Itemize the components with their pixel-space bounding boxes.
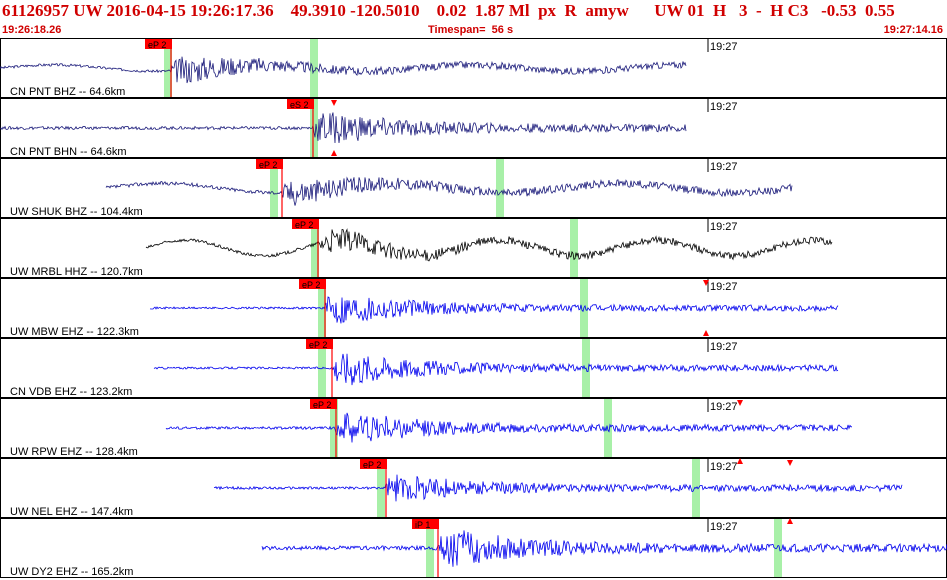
pick-label: eP 2 [313,400,331,410]
pick-flag [145,39,172,49]
minute-label: 19:27 [710,221,738,233]
phase-marker [774,519,782,577]
seismogram-panels[interactable]: 19:27 eP 2 CN PNT BHZ -- 64.6km 19:27 eS 2 CN… [0,38,947,580]
phase-marker [570,219,578,277]
pick-flag [310,399,337,409]
start-time: 19:26:18.26 [2,24,62,36]
channel-panel[interactable]: 19:27 eP 2 CN PNT BHZ -- 64.6km [0,38,947,99]
pick-label: eP 2 [148,40,166,50]
arrival-triangle-down [331,100,337,106]
channel-label: CN PNT BHN -- 64.6km [10,146,127,158]
waveform-trace [145,228,833,262]
waveform-trace [105,176,793,206]
channel-panel[interactable]: 19:27 eP 2 UW RPW EHZ -- 128.4km [0,398,947,459]
channel-label: CN VDB EHZ -- 123.2km [10,386,132,398]
phase-marker [318,339,326,397]
pick-flag [360,459,387,469]
minute-label: 19:27 [710,281,738,293]
channel-label: UW MBW EHZ -- 122.3km [10,326,139,338]
channel-panel[interactable]: 19:27 eP 2 UW MBW EHZ -- 122.3km [0,278,947,339]
channel-label: UW MRBL HHZ -- 120.7km [10,266,143,278]
channel-label: UW DY2 EHZ -- 165.2km [10,566,133,578]
phase-marker [318,279,326,337]
arrival-triangle-down [737,400,743,406]
panel-border [0,38,947,98]
event-summary: 61126957 UW 2016-04-15 19:26:17.36 49.39… [2,1,895,20]
pick-label: eP 2 [363,460,381,470]
pick-flag [256,159,283,169]
pick-label: iP 1 [415,520,430,530]
channel-panel[interactable]: 19:27 iP 1 UW DY2 EHZ -- 165.2km [0,518,947,578]
minute-label: 19:27 [710,461,738,473]
pick-flag [287,99,314,109]
channel-label: UW NEL EHZ -- 147.4km [10,506,133,518]
arrival-triangle-up [703,330,709,336]
pick-label: eP 2 [295,220,313,230]
timespan-label: Timespan= 56 s [428,24,514,36]
phase-marker [270,159,278,217]
waveform-canvas[interactable]: 19:27 eP 2 CN PNT BHZ -- 64.6km 19:27 eS 2 CN… [0,38,947,580]
pick-label: eP 2 [309,340,327,350]
pick-label: eP 2 [259,160,277,170]
channel-panel[interactable]: 19:27 eP 2 UW SHUK BHZ -- 104.4km [0,158,947,219]
panel-border [0,158,947,218]
channel-label: CN PNT BHZ -- 64.6km [10,86,125,98]
panel-border [0,518,947,578]
phase-marker [330,399,338,457]
waveform-trace [149,296,839,324]
phase-marker [426,519,434,577]
waveform-trace [261,530,947,567]
pick-flag [412,519,439,529]
minute-label: 19:27 [710,341,738,353]
panel-border [0,98,947,158]
channel-panel[interactable]: 19:27 eP 2 CN VDB EHZ -- 123.2km [0,338,947,399]
waveform-trace [0,56,687,84]
phase-marker [377,459,385,517]
channel-panel[interactable]: 19:27 eP 2 UW NEL EHZ -- 147.4km [0,458,947,518]
channel-label: UW RPW EHZ -- 128.4km [10,446,138,458]
channel-label: UW SHUK BHZ -- 104.4km [10,206,143,218]
minute-label: 19:27 [710,521,738,533]
pick-label: eP 2 [302,280,320,290]
end-time: 19:27:14.16 [883,24,943,36]
arrival-triangle-up [787,518,793,524]
channel-panel[interactable]: 19:27 eP 2 UW MRBL HHZ -- 120.7km [0,218,947,279]
event-header: 61126957 UW 2016-04-15 19:26:17.36 49.39… [0,0,947,38]
waveform-trace [213,474,903,502]
waveform-trace [165,412,852,443]
phase-marker [164,39,172,97]
minute-label: 19:27 [710,161,738,173]
phase-marker [310,39,318,97]
pick-flag [292,219,319,229]
channel-panel[interactable]: 19:27 eS 2 CN PNT BHN -- 64.6km [0,98,947,159]
phase-marker [604,399,612,457]
waveform-trace [0,112,687,144]
minute-label: 19:27 [710,401,738,413]
arrival-triangle-up [331,150,337,156]
phase-marker [496,159,504,217]
pick-flag [299,279,326,289]
pick-label: eS 2 [290,100,309,110]
minute-label: 19:27 [710,41,738,53]
arrival-triangle-down [787,460,793,466]
arrival-triangle-down [703,280,709,286]
waveform-trace [153,353,839,386]
panel-border [0,218,947,278]
phase-marker [311,219,319,277]
phase-marker [310,99,318,157]
minute-label: 19:27 [710,101,738,113]
pick-flag [306,339,333,349]
arrival-triangle-up [737,458,743,464]
